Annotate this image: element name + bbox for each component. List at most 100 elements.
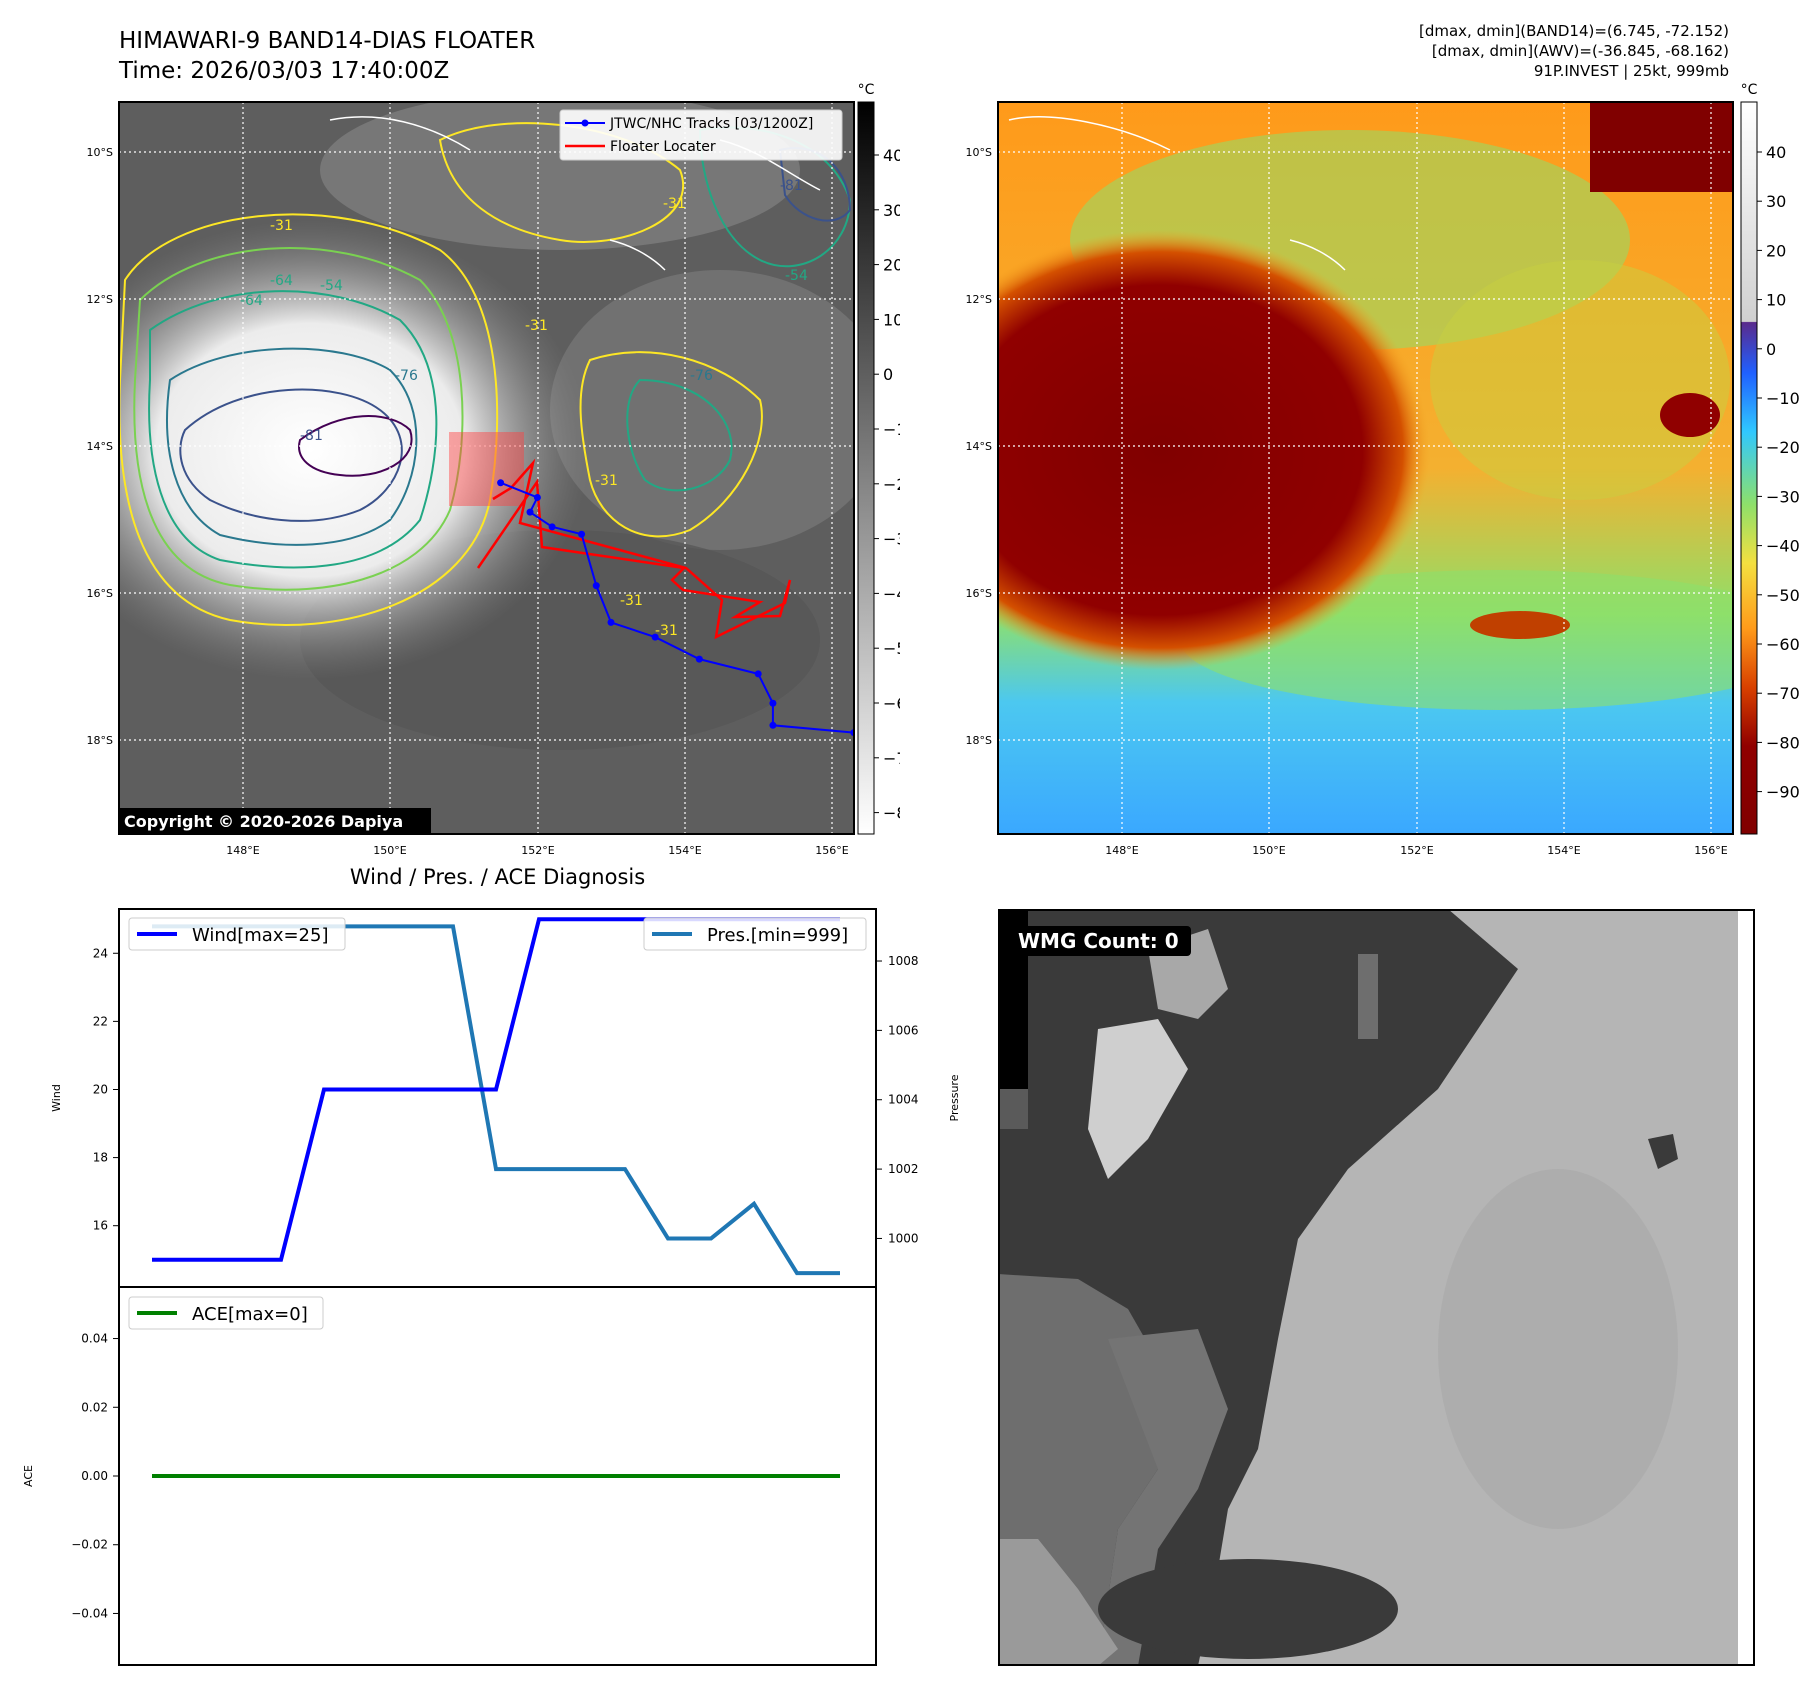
lon-label: 152°E	[1400, 844, 1433, 857]
track-point	[651, 633, 659, 641]
ace-axis-ticks: 0.04 0.02 0.00 −0.02 −0.04	[71, 1332, 119, 1620]
wind-tick-label: 18	[93, 1151, 108, 1165]
colorbar-tick-label: 20	[883, 256, 900, 275]
lat-label: 14°S	[966, 440, 992, 453]
awv-dry-patch	[1660, 393, 1720, 437]
jtwc-track	[497, 479, 854, 737]
lon-label: 150°E	[1252, 844, 1285, 857]
diagnosis-panel: 16 18 20 22 24 1000 1002 1004 1006 1008 Wind Pre…	[22, 908, 960, 1666]
contour-label: -31	[620, 593, 643, 609]
colorbar-tick-label: −10	[883, 420, 900, 439]
lat-label: 10°S	[87, 146, 113, 159]
contour-label: -31	[655, 623, 678, 639]
awv-colorbar	[1740, 101, 1758, 835]
track-point	[769, 699, 777, 707]
wmg-count-label: WMG Count: 0	[1018, 929, 1179, 953]
lat-label: 14°S	[87, 440, 113, 453]
lon-label: 156°E	[815, 844, 848, 857]
pressure-tick-label: 1006	[888, 1023, 919, 1037]
contour-east-minus64	[626, 378, 733, 492]
wmg-stripe	[1358, 954, 1378, 1039]
ace-tick-label: 0.00	[81, 1469, 108, 1483]
colorbar-tick-label: 20	[1766, 241, 1786, 260]
wmg-label-box	[1011, 926, 1191, 956]
track-point	[607, 618, 615, 626]
colorbar-tick-label: 0	[1766, 340, 1776, 359]
wind-pressure-axes	[118, 908, 877, 1288]
colorbar-tick-label: −80	[883, 804, 900, 823]
pressure-tick-label: 1002	[888, 1162, 919, 1176]
copyright-box	[119, 808, 431, 834]
colorbar-tick-label: −30	[883, 530, 900, 549]
contour-minus54	[133, 247, 464, 591]
colorbar-tick-label: −90	[1766, 783, 1800, 802]
figure-title: HIMAWARI-9 BAND14-DIAS FLOATER	[119, 28, 536, 54]
awv-dry-ne	[1590, 102, 1733, 192]
wind-legend-label: Wind[max=25]	[192, 925, 329, 946]
colorbar-tick-label: −10	[1766, 389, 1800, 408]
pressure-legend: Pres.[min=999]	[643, 917, 867, 951]
colorbar-tick-label: −20	[1766, 438, 1800, 457]
colorbar-tick-label: −40	[883, 584, 900, 603]
lat-label: 12°S	[966, 293, 992, 306]
wind-tick-label: 24	[93, 946, 108, 960]
contour-label: -64	[270, 273, 293, 289]
track-point	[769, 721, 777, 729]
ir-colorbar-ticks: 40 30 20 10 0 −10 −20 −30 −40 −50 −60 −70 −80	[874, 146, 900, 823]
contour-label: -76	[690, 368, 713, 384]
ace-tick-label: −0.02	[71, 1538, 108, 1552]
colorbar-tick-label: −40	[1766, 537, 1800, 556]
track-point	[533, 493, 541, 501]
wmg-texture	[1438, 1169, 1678, 1529]
contour-label: -31	[270, 218, 293, 234]
pressure-axis-ticks: 1000 1002 1004 1006 1008	[876, 954, 919, 1245]
contour-minus86	[298, 415, 413, 477]
wmg-light-region-sw	[998, 1539, 1118, 1666]
track-point	[497, 479, 505, 487]
awv-lat-labels: 10°S 12°S 14°S 16°S 18°S	[966, 146, 992, 747]
pressure-tick-label: 1004	[888, 1093, 919, 1107]
floater-box	[449, 432, 524, 506]
contour-label: -64	[240, 293, 263, 309]
track-point	[754, 670, 762, 678]
lat-label: 10°S	[966, 146, 992, 159]
ace-tick-label: 0.04	[81, 1332, 108, 1346]
awv-dry-patch-south	[1470, 611, 1570, 639]
lat-label: 16°S	[87, 587, 113, 600]
colorbar-tick-label: 30	[1766, 192, 1786, 211]
contour-labels: -31 -54 -64 -76 -81 -31 -54 -64 -76 -31 -31 -31 -31 -…	[240, 178, 808, 639]
ir-lon-labels: 148°E 150°E 152°E 154°E 156°E	[226, 844, 848, 857]
wmg-panel: WMG Count: 0	[998, 909, 1755, 1666]
awv-dry-core	[998, 230, 1430, 670]
track-point	[526, 508, 534, 516]
colorbar-tick-label: −30	[1766, 487, 1800, 506]
pressure-legend-label: Pres.[min=999]	[707, 925, 848, 946]
ir-gridlines	[119, 102, 854, 834]
lat-label: 18°S	[87, 734, 113, 747]
pressure-axis-label: Pressure	[948, 1074, 960, 1121]
awv-colorbar-unit: °C	[1741, 82, 1758, 98]
legend-track-label: JTWC/NHC Tracks [03/1200Z]	[609, 116, 813, 132]
contour-minus31	[119, 213, 499, 626]
colorbar-tick-label: −70	[883, 749, 900, 768]
colorbar-tick-label: −20	[883, 475, 900, 494]
wind-legend: Wind[max=25]	[128, 917, 346, 951]
contour-north-minus31	[438, 122, 684, 243]
wind-axis-ticks: 16 18 20 22 24	[93, 946, 119, 1233]
ir-colorbar	[857, 101, 875, 835]
wind-tick-label: 16	[93, 1219, 108, 1233]
wmg-light-patch	[1088, 1019, 1188, 1179]
wmg-right-gap	[1738, 909, 1755, 1666]
contour-label: -81	[300, 428, 323, 444]
lon-label: 150°E	[373, 844, 406, 857]
awv-map-frame	[997, 101, 1734, 835]
ace-axis-label: ACE	[22, 1465, 35, 1487]
colorbar-tick-label: −50	[1766, 586, 1800, 605]
ir-cloud-east	[550, 270, 854, 550]
wmg-frame	[998, 909, 1755, 1666]
colorbar-tick-label: 10	[1766, 291, 1786, 310]
lon-label: 148°E	[226, 844, 259, 857]
colorbar-tick-label: −60	[883, 694, 900, 713]
track-point	[548, 523, 556, 531]
ir-map-frame	[118, 101, 855, 835]
